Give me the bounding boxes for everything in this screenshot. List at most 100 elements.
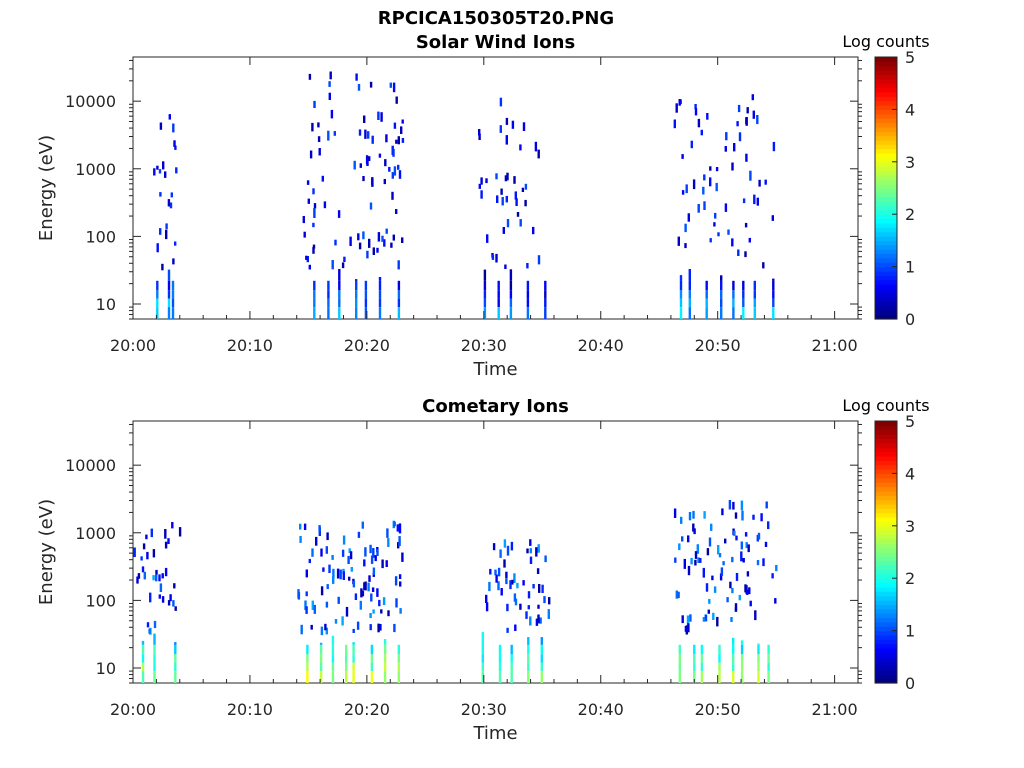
data-cell (174, 654, 177, 663)
data-cell (321, 175, 324, 182)
data-cell (149, 592, 152, 603)
data-cell (747, 544, 750, 553)
data-cell (757, 671, 760, 683)
data-cell (495, 173, 498, 180)
data-cell (693, 671, 696, 683)
data-cell (161, 263, 164, 271)
data-cell (306, 256, 309, 263)
colorbar-swatch (875, 179, 897, 185)
colorbar-swatch (875, 122, 897, 128)
data-cell (492, 543, 496, 551)
data-cell (711, 575, 714, 581)
data-cell (158, 594, 161, 599)
colorbar-swatch (875, 608, 897, 614)
colorbar-swatch (875, 595, 897, 601)
data-cell (681, 154, 684, 159)
data-cell (331, 671, 335, 683)
data-cell (497, 290, 500, 299)
data-cell (489, 568, 492, 575)
data-cell (684, 223, 687, 233)
data-cell (527, 644, 530, 655)
data-cell (505, 571, 508, 579)
data-cell (740, 640, 744, 645)
colorbar-swatch (875, 266, 897, 272)
data-cell (708, 598, 711, 604)
data-cell (727, 229, 730, 235)
data-cell (377, 623, 380, 633)
data-cell (514, 598, 518, 606)
data-cell (370, 593, 373, 602)
data-cell (156, 165, 159, 170)
data-cell (167, 269, 171, 281)
data-cell (348, 548, 351, 553)
data-cell (753, 194, 756, 205)
data-cell (153, 633, 156, 645)
x-tick-label: 20:40 (578, 700, 624, 719)
data-cell (674, 557, 677, 563)
colorbar-swatch (875, 196, 897, 202)
colorbar-tick-label: 4 (905, 100, 915, 119)
data-cell (742, 280, 745, 291)
colorbar-tick-label: 1 (905, 622, 915, 641)
data-cell (707, 609, 710, 614)
data-cell (767, 662, 770, 671)
data-cell (391, 172, 394, 179)
data-cell (392, 82, 396, 93)
data-cell (401, 237, 404, 243)
data-cell (333, 131, 336, 136)
data-cell (331, 644, 335, 655)
colorbar-tick-label: 2 (905, 205, 915, 224)
data-cell (537, 255, 541, 265)
colorbar-label: Log counts (842, 396, 929, 415)
data-cell (509, 290, 513, 299)
data-cell (753, 280, 756, 291)
data-cell (685, 184, 688, 194)
data-cell (320, 586, 324, 596)
data-cell (397, 298, 401, 307)
data-cell (733, 143, 736, 152)
data-cell (397, 164, 400, 170)
data-cell (746, 589, 749, 595)
data-cell (401, 552, 404, 562)
data-cell (370, 654, 374, 663)
data-cell (756, 560, 760, 566)
data-cell (516, 212, 520, 217)
data-cell (142, 543, 146, 550)
data-cell (694, 551, 698, 559)
colorbar-swatch (875, 543, 897, 549)
data-cell (741, 510, 744, 521)
data-cell (392, 234, 395, 241)
data-cell (753, 307, 756, 319)
data-cell (740, 654, 744, 663)
colorbar-tick-label: 3 (905, 517, 915, 536)
data-cell (500, 588, 503, 596)
data-cell (677, 236, 680, 246)
colorbar-swatch (875, 674, 897, 680)
data-cell (509, 307, 513, 319)
data-cell (505, 135, 508, 145)
colorbar-swatch (875, 569, 897, 575)
colorbar-swatch (875, 87, 897, 93)
data-cell (544, 290, 547, 299)
data-cell (355, 280, 358, 291)
data-cell (347, 555, 350, 564)
data-cell (529, 556, 533, 564)
colorbar-swatch (875, 460, 897, 466)
data-cell (540, 671, 543, 683)
data-cell (178, 527, 182, 537)
data-cell (158, 169, 162, 174)
data-cell (745, 153, 748, 162)
data-cell (399, 581, 402, 587)
data-cell (172, 123, 175, 133)
data-cell (720, 275, 723, 281)
data-cell (146, 622, 150, 628)
data-cell (497, 307, 500, 319)
data-cell (359, 163, 362, 168)
data-cell (362, 231, 365, 240)
data-cell (483, 290, 487, 299)
data-cell (318, 525, 321, 532)
data-cell (374, 555, 377, 562)
data-cell (497, 280, 500, 291)
colorbar-swatch (875, 183, 897, 189)
colorbar-swatch (875, 639, 897, 645)
